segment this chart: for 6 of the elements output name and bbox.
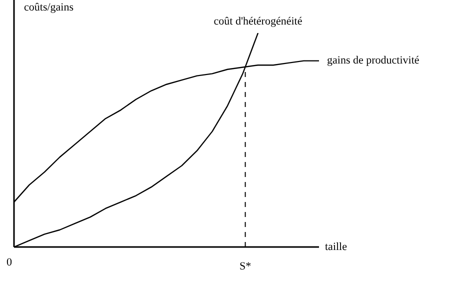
x-axis-title: taille: [325, 240, 348, 253]
series-label: coût d'hétérogénéité: [214, 15, 302, 28]
y-axis-title: coûts/gains: [24, 1, 74, 14]
text: S*: [239, 260, 252, 272]
text: 0: [6, 256, 12, 268]
series-label: gains de productivité: [327, 54, 420, 67]
